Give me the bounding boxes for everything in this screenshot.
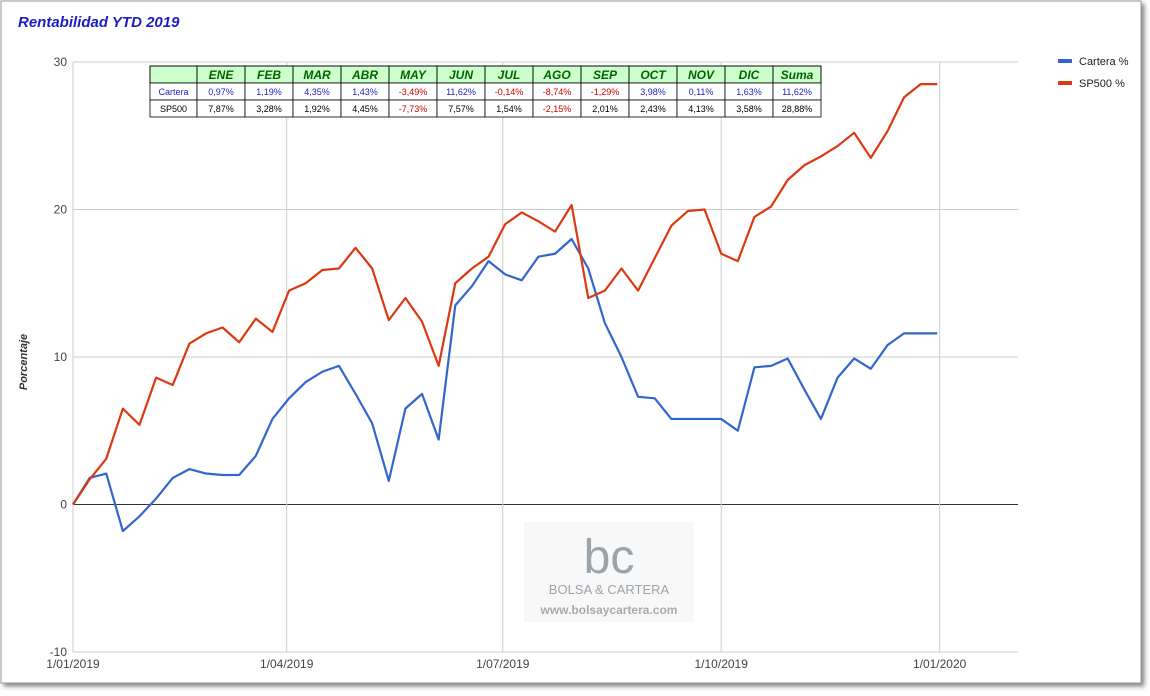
table-value: -0,14%: [495, 87, 524, 97]
x-tick-label: 1/10/2019: [695, 657, 749, 671]
table-value: 4,13%: [688, 104, 714, 114]
table-value: -7,73%: [399, 104, 428, 114]
series-line: [72, 83, 938, 506]
watermark-logo: bc: [584, 531, 635, 584]
watermark: bc BOLSA & CARTERA www.bolsaycartera.com: [524, 522, 694, 622]
x-tick-label: 1/01/2020: [913, 657, 967, 671]
table-header: MAR: [303, 68, 331, 82]
table-header: DIC: [739, 68, 760, 82]
table-value: 1,54%: [496, 104, 522, 114]
watermark-box: [524, 522, 694, 622]
table-header: JUN: [449, 68, 473, 82]
table-row-label: SP500: [160, 104, 187, 114]
x-tick-label: 1/07/2019: [476, 657, 530, 671]
table-value: 0,11%: [689, 87, 714, 97]
table-value: 2,43%: [640, 104, 666, 114]
series-line: [72, 237, 938, 533]
table-value: 0,97%: [208, 87, 234, 97]
table-value: 1,92%: [304, 104, 330, 114]
table-value: 7,87%: [208, 104, 234, 114]
table-value: -8,74%: [543, 87, 572, 97]
table-header: NOV: [688, 68, 715, 82]
table-value: 3,28%: [256, 104, 282, 114]
table-header: JUL: [498, 68, 521, 82]
table-header: OCT: [640, 68, 667, 82]
table-value: -1,29%: [591, 87, 620, 97]
table-value: -2,15%: [543, 104, 572, 114]
table-row-label: Cartera: [158, 87, 188, 97]
table-value: -3,49%: [399, 87, 428, 97]
y-tick-label: 10: [54, 350, 68, 364]
table-header: Suma: [781, 68, 814, 82]
table-cell: [772, 99, 822, 118]
watermark-url: www.bolsaycartera.com: [540, 603, 678, 617]
table-value: 7,57%: [448, 104, 474, 114]
y-tick-label: 20: [54, 203, 68, 217]
y-tick-label: 0: [60, 498, 67, 512]
watermark-name: BOLSA & CARTERA: [549, 582, 670, 597]
table-value: 1,19%: [256, 87, 282, 97]
x-tick-label: 1/04/2019: [260, 657, 314, 671]
table-value: 3,58%: [736, 104, 762, 114]
table-header: ENE: [209, 68, 235, 82]
y-tick-label: -10: [50, 645, 68, 659]
table-header: AGO: [542, 68, 571, 82]
summary-table: ENE FEB MAR ABR MAY JUN JUL AGO SEP OCT NOV DIC Suma…: [149, 65, 822, 118]
table-header: MAY: [400, 68, 427, 82]
y-tick-label: 30: [54, 55, 68, 69]
x-tick-label: 1/01/2019: [46, 657, 100, 671]
table-value: 28,88%: [782, 104, 813, 114]
table-value: 11,62%: [782, 87, 812, 97]
table-value: 4,45%: [352, 104, 378, 114]
table-value: 1,63%: [736, 87, 762, 97]
table-value: 3,98%: [640, 87, 666, 97]
table-header: ABR: [351, 68, 378, 82]
chart-title: Rentabilidad YTD 2019: [18, 14, 180, 31]
table-value: 1,43%: [352, 87, 378, 97]
table-header: FEB: [257, 68, 281, 82]
y-axis-label: Porcentaje: [18, 334, 30, 390]
legend-label: Cartera %: [1079, 56, 1129, 68]
table-value: 2,01%: [592, 104, 618, 114]
table-header: SEP: [593, 68, 618, 82]
table-header-bg: [149, 65, 822, 84]
table-value: 4,35%: [304, 87, 330, 97]
table-value: 11,62%: [446, 87, 476, 97]
legend-label: SP500 %: [1079, 78, 1125, 90]
